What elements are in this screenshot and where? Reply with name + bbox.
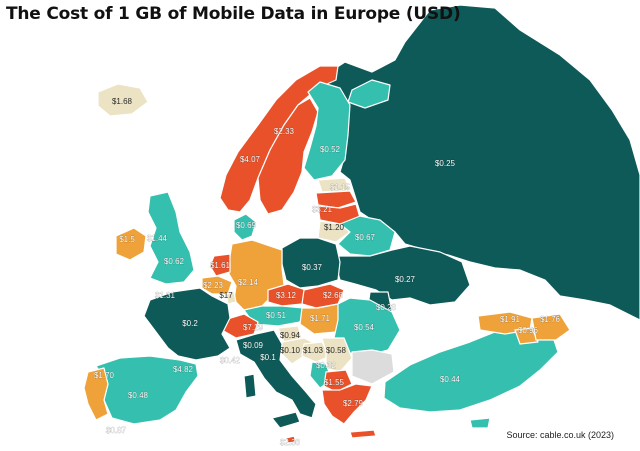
price-label-luxembourg: $17: [219, 291, 233, 300]
price-label-gibraltar: $0.87: [106, 426, 127, 435]
region-bosnia: [301, 341, 331, 363]
price-label-turkey: $0.44: [440, 375, 461, 384]
price-label-slovenia: $0.94: [280, 331, 301, 340]
region-romania: [333, 297, 401, 357]
price-label-andorra: $4.82: [173, 365, 194, 374]
price-label-sweden: $2.33: [274, 127, 295, 136]
price-label-romania: $0.54: [354, 323, 375, 332]
price-label-belarus: $0.67: [355, 233, 376, 242]
price-label-greece: $2.79: [343, 399, 364, 408]
region-sicily: [271, 411, 301, 429]
price-label-spain: $0.48: [128, 391, 149, 400]
price-label-austria: $0.51: [266, 311, 287, 320]
source-note: Source: cable.co.uk (2023): [506, 430, 614, 440]
region-russia: [324, 4, 640, 321]
price-label-slovakia: $2.68: [323, 291, 344, 300]
price-label-belarus-west: $1.20: [324, 223, 345, 232]
region-poland: [281, 237, 341, 289]
price-label-malta: $2.36: [280, 438, 301, 447]
region-greece: [321, 383, 373, 425]
region-sweden: [257, 97, 319, 215]
price-labels: $1.68 $4.07 $2.33 $0.52 $0.25 $1.15 $3.21 $1.20…: [94, 97, 561, 447]
price-label-scotland: $1.44: [147, 234, 168, 243]
price-label-italy: $0.09: [243, 341, 264, 350]
price-label-belgium: $2.23: [203, 281, 224, 290]
region-azerbaijan: [531, 313, 571, 341]
price-label-georgia: $1.91: [500, 315, 521, 324]
region-netherlands: [209, 253, 231, 277]
country-shapes: [83, 4, 640, 444]
price-label-portugal: $1.70: [94, 371, 115, 380]
price-label-netherlands: $1.61: [210, 261, 231, 270]
region-iceland: [97, 83, 149, 117]
region-latvia: [315, 190, 357, 209]
region-italy: [235, 329, 317, 419]
price-label-germany: $2.14: [238, 278, 259, 287]
price-label-russia: $0.25: [435, 159, 456, 168]
price-label-iceland: $1.68: [112, 97, 133, 106]
region-luxembourg: [225, 291, 237, 305]
price-label-monaco: $0.42: [220, 356, 241, 365]
price-label-ireland: $1.5: [119, 235, 135, 244]
price-label-uk: $0.62: [164, 257, 185, 266]
region-denmark: [233, 213, 257, 241]
map-title: The Cost of 1 GB of Mobile Data in Europ…: [6, 4, 461, 24]
region-portugal: [83, 367, 109, 421]
region-malta: [285, 435, 297, 444]
price-label-norway: $4.07: [240, 155, 261, 164]
price-label-croatia: $0.10: [280, 346, 301, 355]
price-label-armenia: $0.96: [518, 326, 539, 335]
price-label-france: $0.2: [182, 319, 198, 328]
price-label-hungary: $1.71: [310, 314, 331, 323]
price-label-channel: $1.31: [155, 291, 176, 300]
region-bulgaria: [351, 349, 395, 385]
price-label-denmark: $0.69: [236, 221, 257, 230]
price-label-sanmarino: $0.1: [260, 353, 276, 362]
region-cyprus: [469, 417, 491, 429]
price-label-ukraine: $0.27: [395, 275, 416, 284]
region-crete: [349, 429, 377, 439]
price-label-bosnia: $1.03: [303, 346, 324, 355]
region-finland: [303, 81, 351, 181]
price-label-poland: $0.37: [302, 263, 323, 272]
region-turkey: [383, 325, 559, 413]
price-label-moldova: $0.28: [376, 303, 397, 312]
region-estonia: [317, 177, 351, 193]
price-label-switzerland: $7.29: [243, 323, 264, 332]
region-ireland: [115, 227, 147, 261]
region-ukraine: [335, 245, 471, 306]
region-sardinia: [243, 373, 257, 399]
region-armenia: [514, 327, 539, 345]
price-label-serbia: $0.58: [326, 346, 347, 355]
price-label-lithuania: $3.21: [312, 205, 333, 214]
price-label-finland: $0.52: [320, 145, 341, 154]
region-uk: [147, 191, 195, 285]
price-label-czechia: $3.12: [276, 291, 297, 300]
region-france: [143, 287, 231, 361]
price-label-latvia: $1.15: [330, 183, 351, 192]
price-label-macedonia: $1.55: [324, 378, 345, 387]
price-label-azerbaijan: $1.76: [540, 315, 561, 324]
price-label-montenegro: $0.32: [316, 361, 337, 370]
